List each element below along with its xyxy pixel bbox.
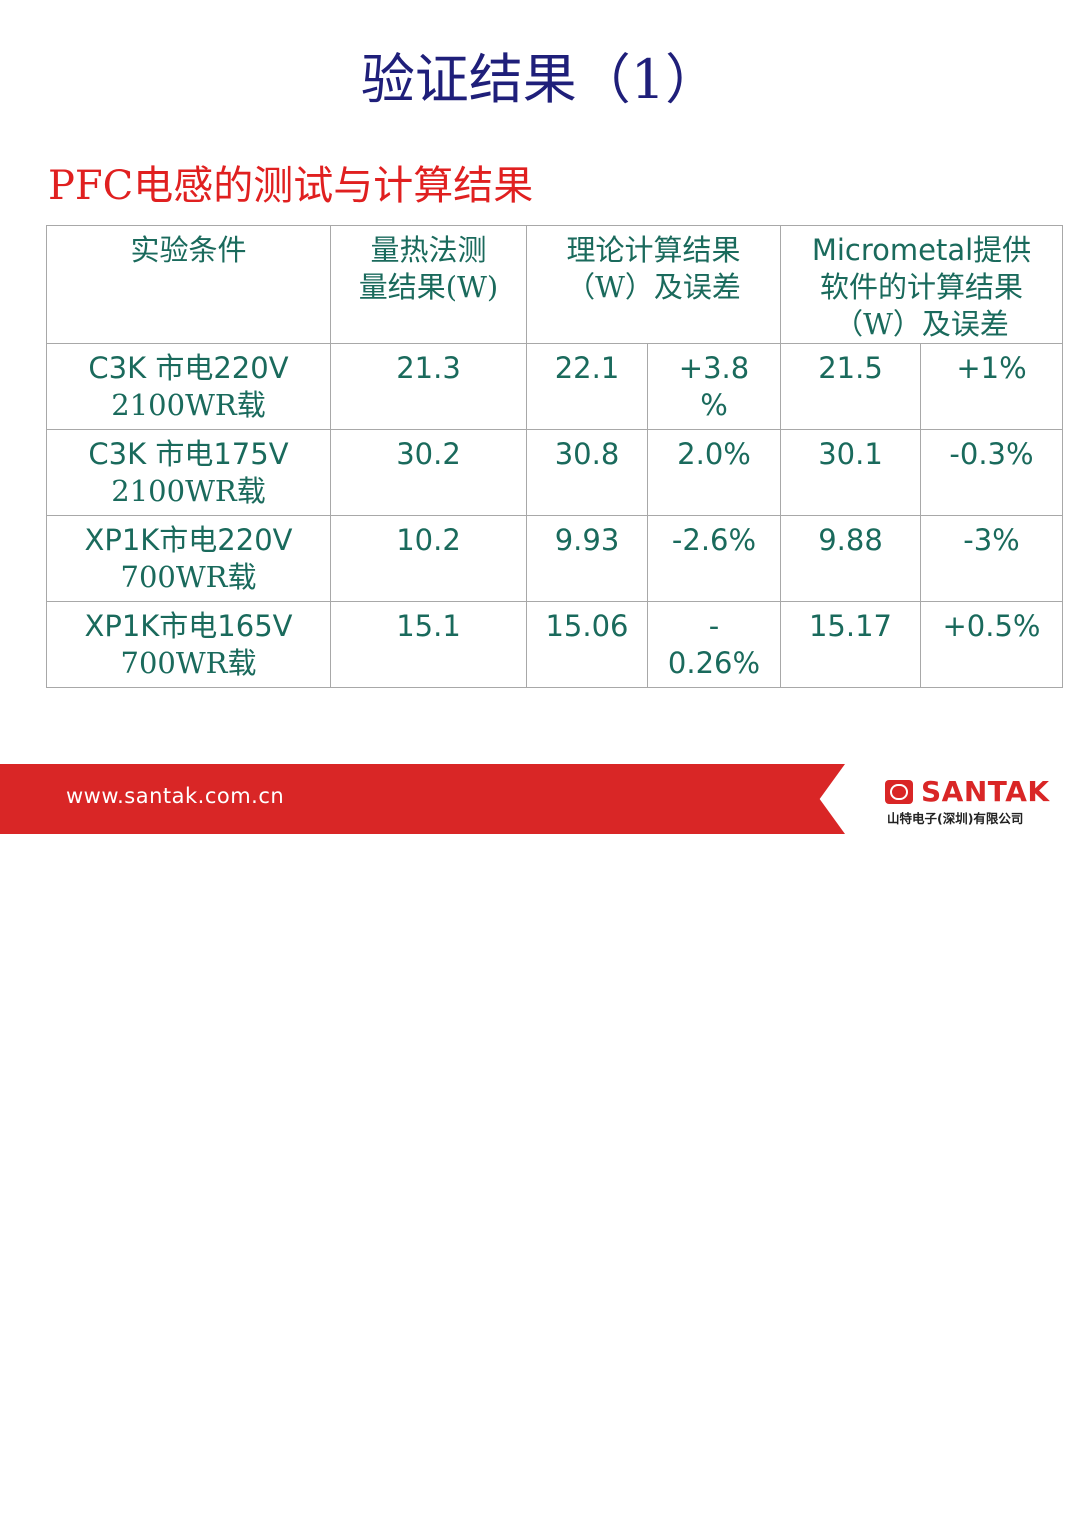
cell-micrometal: 30.1 [780, 429, 921, 516]
header-measured-line1: 量热法测 [370, 233, 487, 267]
cell-theory: 15.06 [526, 601, 648, 688]
theory-error-line2: 0.26% [667, 646, 761, 680]
company-name: 山特电子(深圳)有限公司 [887, 811, 1024, 826]
header-measured: 量热法测 量结果(W) [330, 225, 527, 344]
santak-logo-icon [885, 780, 913, 804]
theory-error-line1: +3.8 [678, 351, 750, 385]
cell-theory: 9.93 [526, 515, 648, 602]
brand-name: SANTAK [921, 775, 1050, 808]
table-row: C3K 市电220V 2100WR载 21.3 22.1 +3.8 % 21.5… [46, 343, 1063, 430]
cell-theory-error: 2.0% [647, 429, 781, 516]
cell-micrometal: 9.88 [780, 515, 921, 602]
header-theory-line2: （W）及误差 [566, 270, 741, 304]
cell-condition: XP1K市电220V 700WR载 [46, 515, 331, 602]
header-condition: 实验条件 [46, 225, 331, 344]
cell-measured: 30.2 [330, 429, 527, 516]
condition-line2: 700WR载 [120, 646, 257, 680]
theory-error-line1: 2.0% [677, 437, 751, 471]
cell-measured: 10.2 [330, 515, 527, 602]
theory-error-line1: - [708, 609, 720, 643]
cell-theory-error: -2.6% [647, 515, 781, 602]
footer-url-link[interactable]: www.santak.com.cn [66, 784, 285, 808]
header-measured-line2: 量结果(W) [358, 270, 499, 304]
condition-line2: 2100WR载 [111, 388, 266, 422]
cell-condition: C3K 市电175V 2100WR载 [46, 429, 331, 516]
condition-line2: 2100WR载 [111, 474, 266, 508]
cell-micrometal: 15.17 [780, 601, 921, 688]
page-title: 验证结果（1） [360, 48, 720, 111]
header-condition-label: 实验条件 [130, 233, 247, 267]
cell-theory-error: - 0.26% [647, 601, 781, 688]
table-row: XP1K市电220V 700WR载 10.2 9.93 -2.6% 9.88 -… [46, 515, 1063, 602]
condition-line2: 700WR载 [120, 560, 257, 594]
cell-theory: 30.8 [526, 429, 648, 516]
theory-error-line2: % [700, 388, 728, 422]
table-header-row: 实验条件 量热法测 量结果(W) 理论计算结果 （W）及误差 Micrometa… [46, 225, 1063, 344]
cell-measured: 15.1 [330, 601, 527, 688]
condition-line1: XP1K市电165V [84, 609, 293, 643]
condition-line1: C3K 市电220V [88, 351, 289, 385]
footer-banner [0, 764, 845, 834]
condition-line1: XP1K市电220V [84, 523, 293, 557]
cell-condition: XP1K市电165V 700WR载 [46, 601, 331, 688]
cell-condition: C3K 市电220V 2100WR载 [46, 343, 331, 430]
cell-micrometal: 21.5 [780, 343, 921, 430]
cell-measured: 21.3 [330, 343, 527, 430]
condition-line1: C3K 市电175V [88, 437, 289, 471]
header-micrometal: Micrometal提供 软件的计算结果 （W）及误差 [780, 225, 1063, 344]
table-row: XP1K市电165V 700WR载 15.1 15.06 - 0.26% 15.… [46, 601, 1063, 688]
results-table: 实验条件 量热法测 量结果(W) 理论计算结果 （W）及误差 Micrometa… [46, 225, 1063, 688]
cell-micrometal-error: +0.5% [920, 601, 1063, 688]
cell-micrometal-error: -0.3% [920, 429, 1063, 516]
header-micrometal-line3: （W）及误差 [834, 307, 1009, 341]
section-subtitle: PFC电感的测试与计算结果 [48, 163, 534, 209]
header-theory: 理论计算结果 （W）及误差 [526, 225, 781, 344]
cell-micrometal-error: +1% [920, 343, 1063, 430]
header-micrometal-line1: Micrometal提供 [811, 233, 1032, 267]
theory-error-line1: -2.6% [671, 523, 757, 557]
santak-logo: SANTAK 山特电子(深圳)有限公司 [885, 775, 1060, 826]
cell-theory: 22.1 [526, 343, 648, 430]
cell-theory-error: +3.8 % [647, 343, 781, 430]
cell-micrometal-error: -3% [920, 515, 1063, 602]
header-micrometal-line2: 软件的计算结果 [819, 270, 1023, 304]
header-theory-line1: 理论计算结果 [566, 233, 741, 267]
table-row: C3K 市电175V 2100WR载 30.2 30.8 2.0% 30.1 -… [46, 429, 1063, 516]
